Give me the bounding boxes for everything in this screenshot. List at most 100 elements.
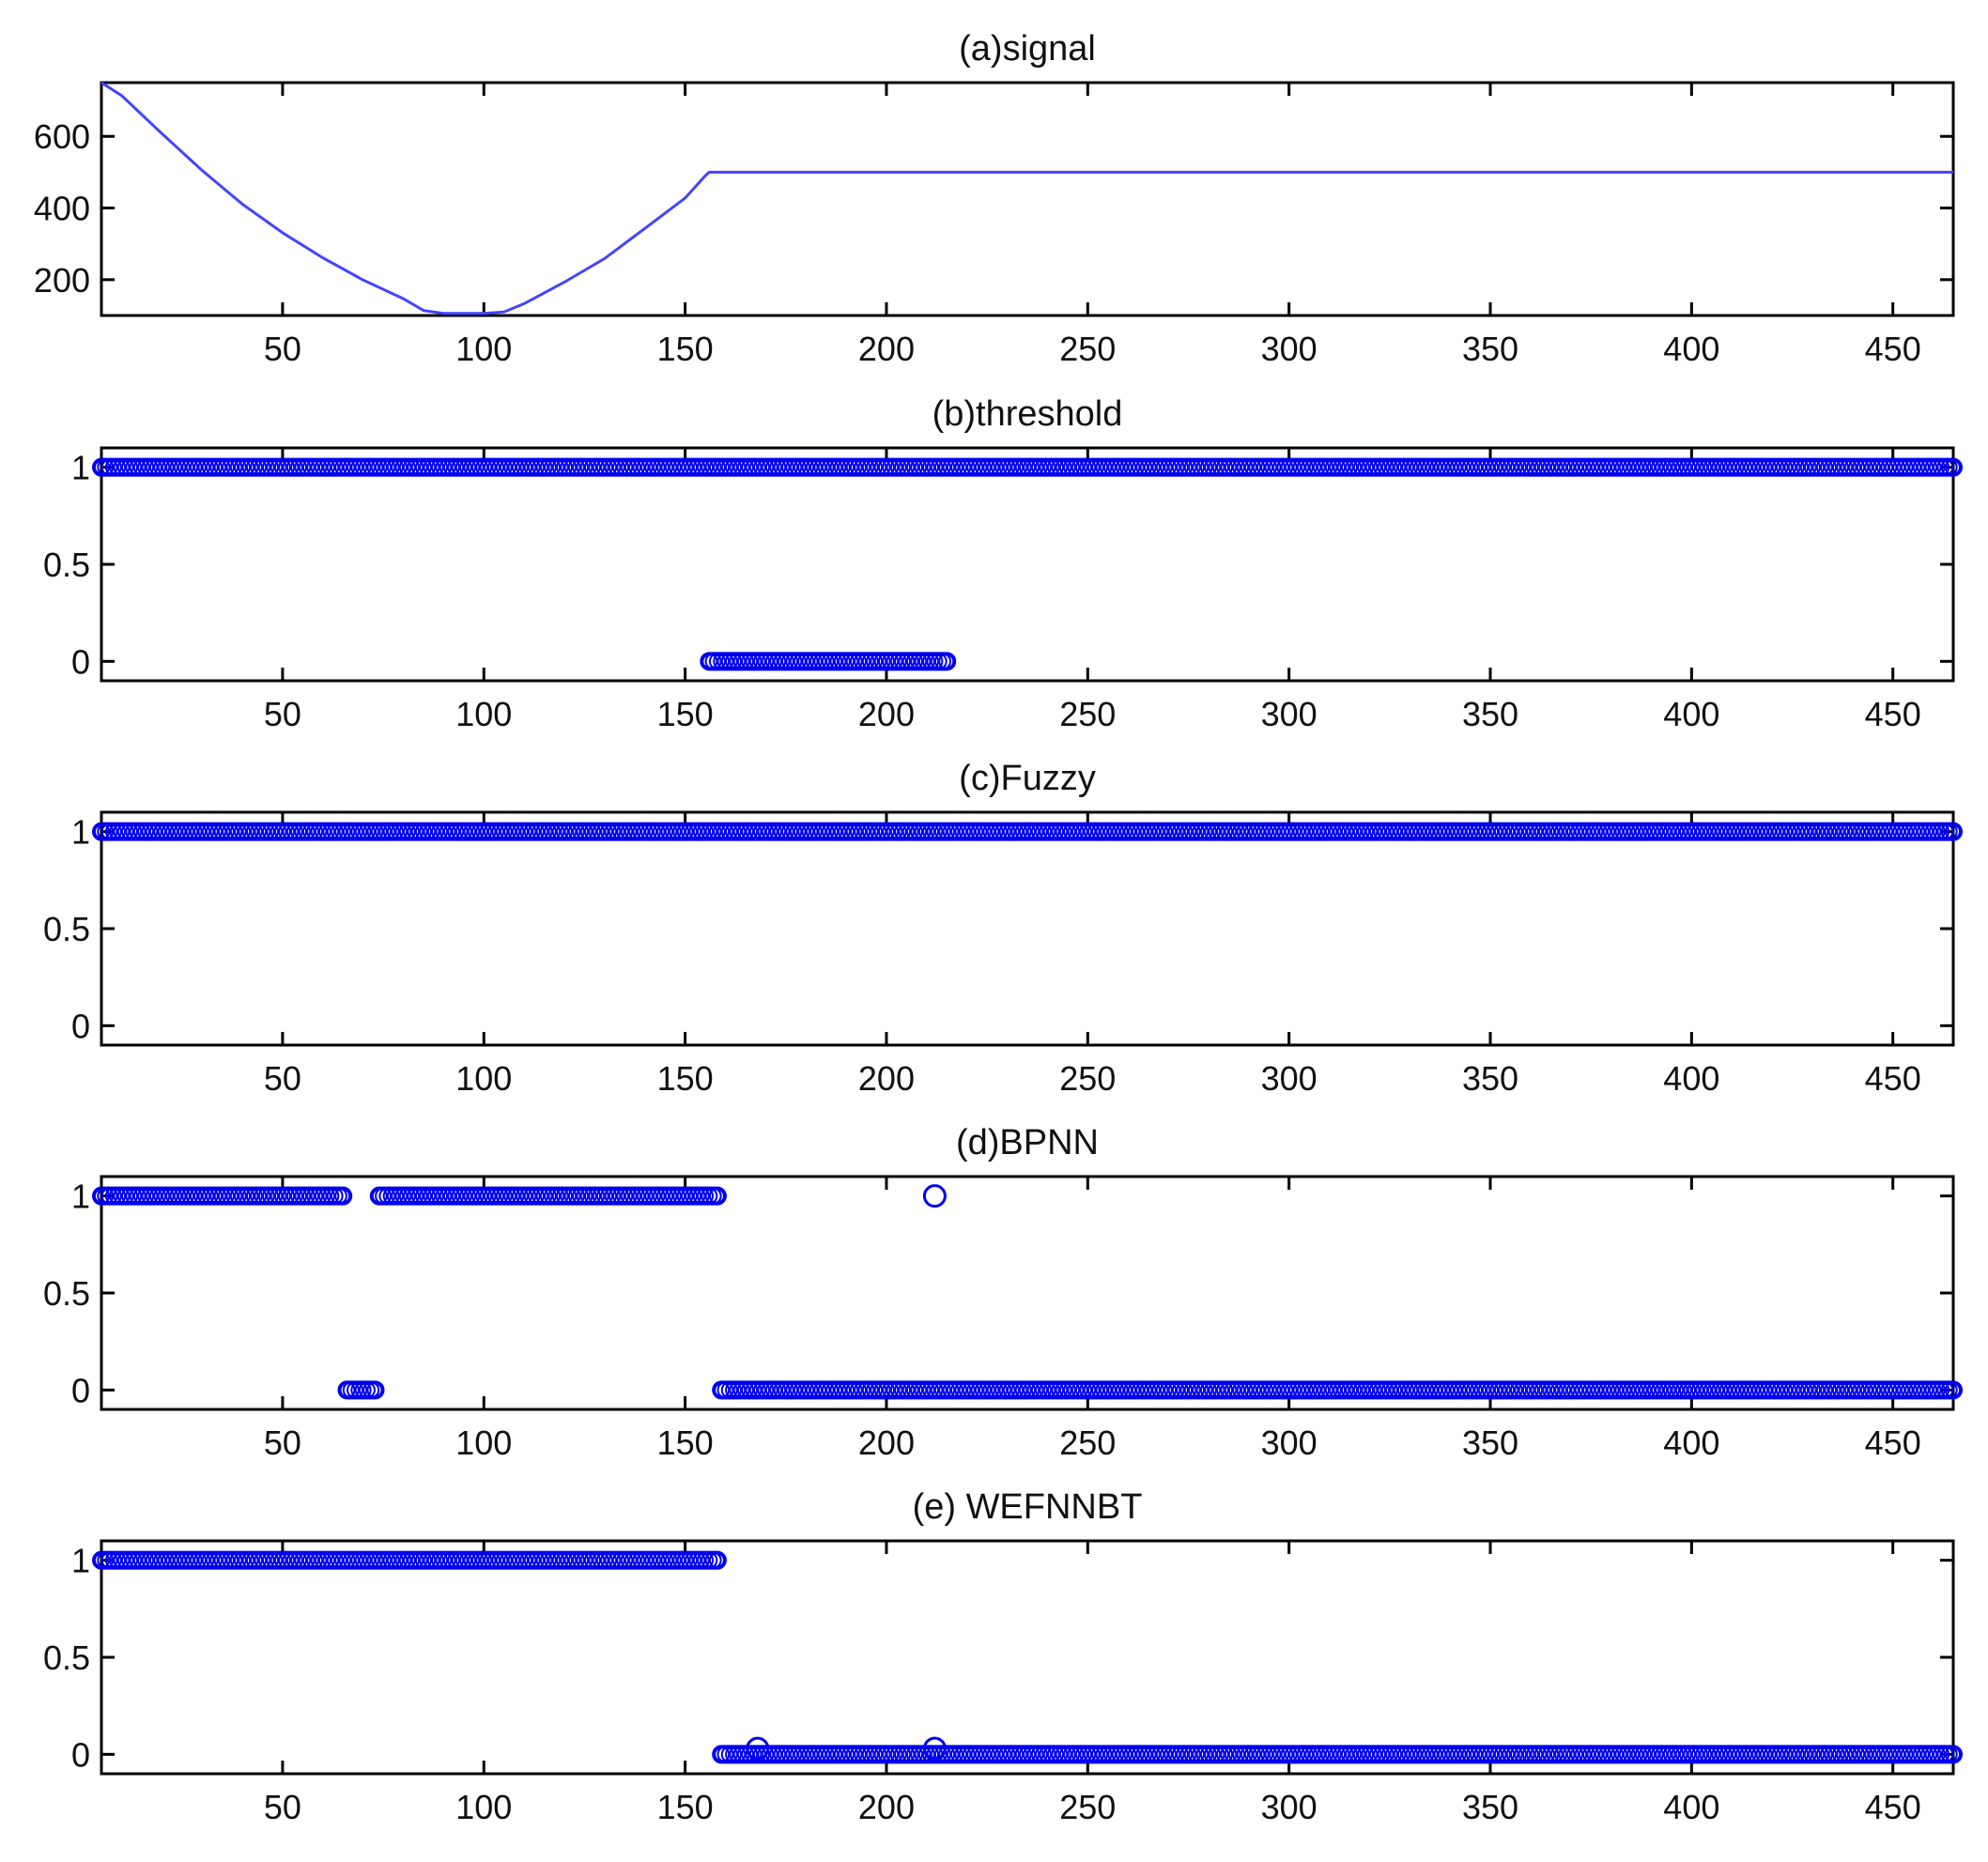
data-point — [1091, 458, 1109, 476]
data-point — [1626, 1746, 1644, 1763]
data-point — [938, 458, 956, 476]
data-point — [1795, 458, 1813, 476]
data-point — [595, 1551, 613, 1569]
data-point — [1192, 1381, 1210, 1399]
data-point — [1489, 823, 1507, 840]
data-point — [487, 458, 505, 476]
data-point — [1815, 823, 1833, 840]
data-point — [1538, 823, 1556, 840]
data-point — [1099, 823, 1117, 840]
data-point — [1425, 823, 1442, 840]
data-point — [157, 1551, 175, 1569]
data-point — [1143, 458, 1161, 476]
data-point — [1171, 1746, 1189, 1763]
data-point — [347, 823, 364, 840]
data-point — [572, 1187, 590, 1205]
data-point — [628, 1551, 646, 1569]
data-point — [669, 823, 686, 840]
data-point — [845, 1746, 863, 1763]
data-point — [185, 458, 203, 476]
data-point — [1533, 1381, 1551, 1399]
data-point — [511, 458, 529, 476]
data-point — [1856, 458, 1873, 476]
data-point — [499, 823, 516, 840]
data-point — [516, 458, 533, 476]
data-point — [1393, 1746, 1410, 1763]
data-point — [781, 653, 799, 670]
data-point — [1634, 823, 1652, 840]
data-point — [567, 458, 585, 476]
data-point — [1610, 458, 1628, 476]
data-point — [979, 823, 996, 840]
data-point — [539, 1551, 557, 1569]
data-point — [1042, 823, 1060, 840]
data-point — [933, 653, 951, 670]
data-point — [845, 823, 863, 840]
data-point — [1872, 1381, 1889, 1399]
data-point — [1368, 823, 1386, 840]
data-point — [809, 653, 827, 670]
data-point — [1549, 1746, 1567, 1763]
data-point — [314, 823, 331, 840]
data-point — [720, 1381, 738, 1399]
data-point — [1549, 1381, 1567, 1399]
data-point — [1634, 1381, 1652, 1399]
data-point — [121, 1187, 139, 1205]
data-point — [532, 1187, 549, 1205]
data-point — [797, 823, 815, 840]
data-point — [1586, 458, 1604, 476]
data-point — [1595, 1746, 1612, 1763]
data-point — [1787, 823, 1805, 840]
data-point — [1482, 1746, 1499, 1763]
data-point — [584, 458, 602, 476]
data-point — [793, 1746, 810, 1763]
data-point — [1075, 823, 1093, 840]
data-point — [125, 1187, 143, 1205]
data-point — [1574, 458, 1592, 476]
data-point — [1690, 1381, 1708, 1399]
data-point — [697, 823, 715, 840]
data-point — [1859, 1381, 1877, 1399]
data-point — [1083, 1746, 1101, 1763]
data-point — [1872, 458, 1889, 476]
data-point — [358, 1381, 376, 1399]
data-point — [463, 458, 481, 476]
data-point — [1933, 458, 1950, 476]
data-point — [1783, 1746, 1801, 1763]
data-point — [857, 1746, 875, 1763]
data-point — [1380, 1746, 1398, 1763]
data-point — [1148, 823, 1165, 840]
data-point — [407, 458, 424, 476]
data-point — [966, 1746, 984, 1763]
data-point — [1453, 458, 1471, 476]
panel-title: (b)threshold — [932, 394, 1123, 434]
data-point — [1236, 823, 1254, 840]
data-point — [1268, 458, 1286, 476]
data-point — [732, 1381, 750, 1399]
data-point — [974, 1746, 992, 1763]
data-point — [1051, 1381, 1069, 1399]
data-point — [1888, 823, 1905, 840]
data-point — [1936, 1746, 1954, 1763]
data-point — [1091, 823, 1109, 840]
data-point — [350, 458, 368, 476]
data-point — [1711, 823, 1729, 840]
x-tick-label: 450 — [1865, 330, 1921, 368]
data-point — [1461, 823, 1479, 840]
data-point — [1707, 1381, 1725, 1399]
x-tick-label: 300 — [1261, 1059, 1318, 1098]
data-point — [704, 458, 722, 476]
data-point — [1067, 1746, 1085, 1763]
data-point — [173, 1187, 191, 1205]
data-point — [1377, 1381, 1395, 1399]
data-point — [189, 823, 207, 840]
data-point — [1393, 823, 1410, 840]
data-point — [475, 458, 493, 476]
data-point — [567, 1551, 585, 1569]
data-point — [1264, 823, 1282, 840]
data-point — [720, 653, 738, 670]
data-point — [809, 823, 827, 840]
data-point — [1687, 1381, 1704, 1399]
data-point — [1292, 823, 1310, 840]
data-point — [338, 458, 356, 476]
